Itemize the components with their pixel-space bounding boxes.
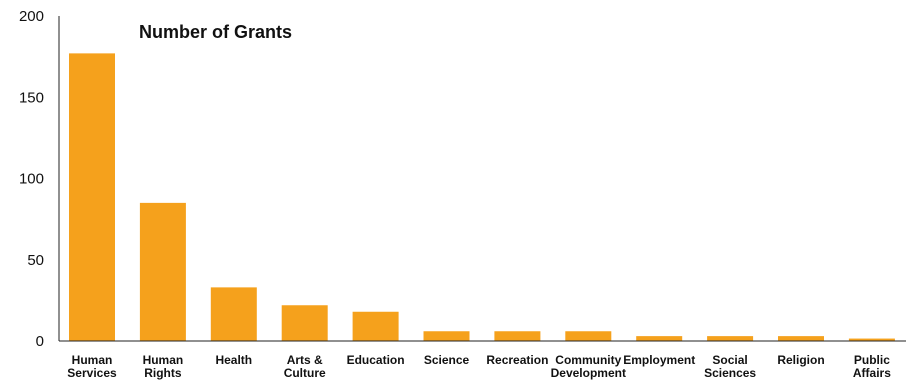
x-tick-label-line: Sciences — [704, 366, 756, 380]
x-tick-label-line: Community — [555, 353, 621, 367]
x-tick-label: Human Services — [67, 353, 117, 380]
x-tick-label-line: Public — [854, 353, 890, 367]
bar — [423, 331, 470, 341]
x-tick-label-line: Religion — [777, 353, 824, 367]
x-tick-label-line: Science — [424, 353, 470, 367]
bar — [565, 331, 612, 341]
bar — [636, 336, 683, 341]
x-tick-label: Religion — [777, 353, 824, 367]
x-tick-label: Education — [347, 353, 405, 367]
bar — [281, 305, 328, 341]
bar — [848, 338, 895, 341]
x-tick-label-line: Recreation — [486, 353, 548, 367]
y-tick-label: 50 — [27, 252, 44, 269]
x-tick-label-line: Affairs — [853, 366, 891, 380]
x-tick-label: Social Sciences — [704, 353, 756, 380]
y-tick-label: 100 — [19, 171, 44, 188]
x-tick-label: Public Affairs — [853, 353, 891, 380]
y-tick-label: 150 — [19, 89, 44, 106]
x-tick-label: Science — [424, 353, 470, 367]
x-tick-label-line: Culture — [284, 366, 326, 380]
bar — [69, 53, 115, 341]
x-tick-label-line: Services — [67, 366, 117, 380]
bar — [210, 287, 257, 341]
x-tick-label: Human Rights — [143, 353, 184, 380]
y-axis-ticks: 0 50 100 150 200 — [19, 8, 44, 350]
x-tick-label: Recreation — [486, 353, 548, 367]
y-tick-label: 0 — [36, 333, 44, 350]
y-tick-label: 200 — [19, 8, 44, 25]
x-tick-label: Health — [215, 353, 252, 367]
x-tick-label-line: Development — [551, 366, 626, 380]
bar — [707, 336, 754, 341]
x-tick-label: Employment — [623, 353, 695, 367]
bars-group — [69, 53, 895, 341]
chart-title: Number of Grants — [139, 22, 292, 42]
x-tick-label: Arts & Culture — [284, 353, 326, 380]
x-tick-label-line: Health — [215, 353, 252, 367]
bar — [778, 336, 824, 341]
x-tick-label-line: Rights — [144, 366, 182, 380]
x-tick-label-line: Arts & — [287, 353, 323, 367]
x-tick-label-line: Human — [72, 353, 113, 367]
bar — [139, 202, 186, 341]
x-tick-label-line: Social — [712, 353, 747, 367]
x-tick-label-line: Education — [347, 353, 405, 367]
x-tick-label-line: Human — [143, 353, 184, 367]
x-tick-label: Community Development — [551, 353, 626, 380]
x-tick-label-line: Employment — [623, 353, 695, 367]
bar — [494, 331, 541, 341]
bar — [352, 311, 399, 341]
